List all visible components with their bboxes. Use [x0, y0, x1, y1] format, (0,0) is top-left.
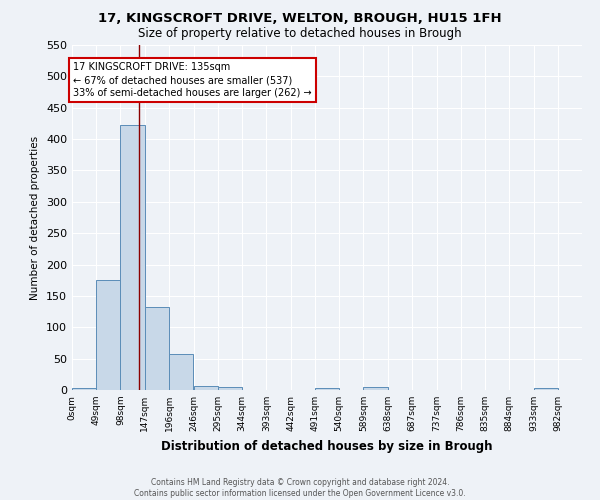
Text: Contains HM Land Registry data © Crown copyright and database right 2024.
Contai: Contains HM Land Registry data © Crown c…	[134, 478, 466, 498]
Bar	[218, 387, 242, 390]
Bar	[121, 126, 145, 390]
Bar	[364, 388, 388, 390]
Bar	[72, 388, 96, 390]
Text: 17, KINGSCROFT DRIVE, WELTON, BROUGH, HU15 1FH: 17, KINGSCROFT DRIVE, WELTON, BROUGH, HU…	[98, 12, 502, 26]
Bar	[315, 388, 339, 390]
X-axis label: Distribution of detached houses by size in Brough: Distribution of detached houses by size …	[161, 440, 493, 452]
Bar	[169, 354, 193, 390]
Text: Size of property relative to detached houses in Brough: Size of property relative to detached ho…	[138, 28, 462, 40]
Bar	[96, 280, 121, 390]
Bar	[194, 386, 218, 390]
Bar	[533, 388, 558, 390]
Text: 17 KINGSCROFT DRIVE: 135sqm
← 67% of detached houses are smaller (537)
33% of se: 17 KINGSCROFT DRIVE: 135sqm ← 67% of det…	[73, 62, 311, 98]
Bar	[145, 306, 169, 390]
Y-axis label: Number of detached properties: Number of detached properties	[31, 136, 40, 300]
